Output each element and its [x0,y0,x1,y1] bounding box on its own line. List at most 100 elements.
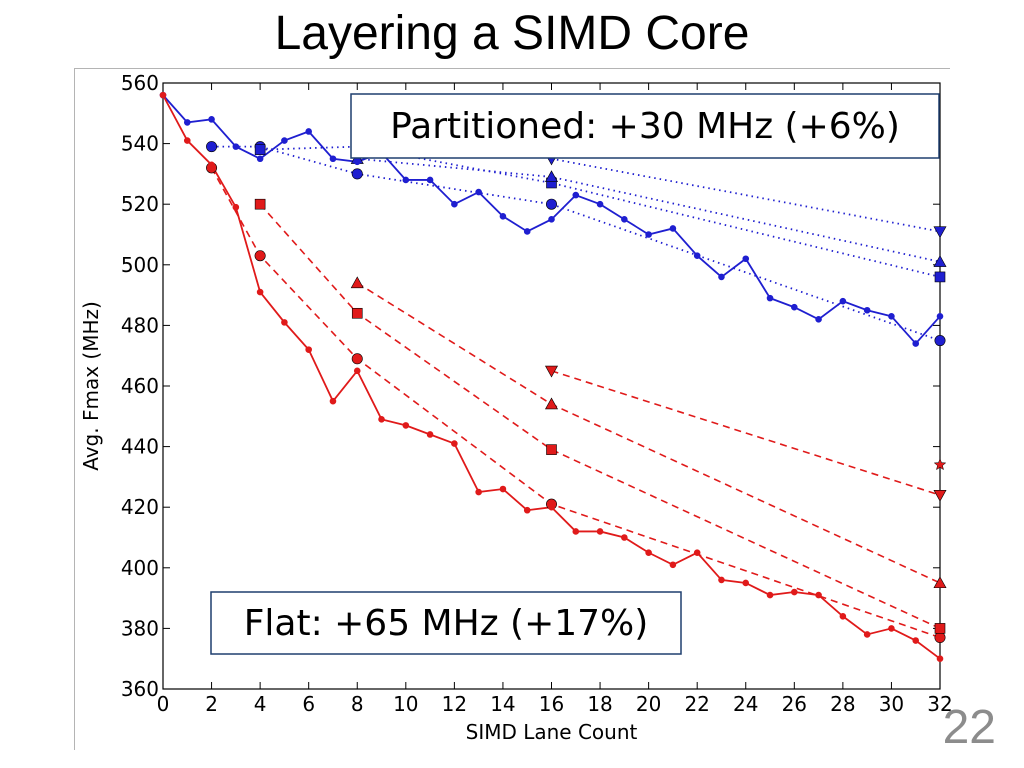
data-point [499,213,507,220]
page-number: 22 [942,701,996,754]
data-point [815,316,822,323]
data-point [256,288,264,296]
annotation-label: Partitioned: +30 MHz (+6%) [390,106,900,147]
data-point [351,353,363,365]
x-axis-label: SIMD Lane Count [466,720,638,744]
data-point [863,306,871,314]
data-point [329,155,337,163]
data-point [281,319,288,326]
data-point [815,591,822,599]
data-point [544,365,559,378]
x-tick-label: 26 [782,692,807,716]
data-point [353,367,361,375]
data-point [254,144,266,155]
data-point [933,489,947,502]
data-point [936,655,944,663]
data-point [791,303,798,311]
data-point [548,503,555,511]
data-point [888,313,895,320]
data-point [378,416,385,423]
data-point [451,200,458,208]
series-line-partitioned-dotted [260,145,941,278]
data-point [933,255,947,267]
series-line-flat-dashed [551,370,941,496]
data-point [451,440,458,447]
data-point [208,161,215,169]
series-line-flat-dashed [259,203,941,630]
data-point [402,176,410,184]
y-tick-label: 540 [121,132,159,156]
data-point [183,119,191,126]
slide-title: Layering a SIMD Core [274,7,750,60]
y-tick-label: 360 [121,677,159,701]
data-point [933,576,947,589]
series-line-partitioned-dotted [211,145,941,342]
data-point [256,155,264,163]
series-line-flat-dashed [210,167,941,639]
y-tick-label: 480 [121,313,159,337]
data-point [329,397,337,405]
y-axis-label: Avg. Fmax (MHz) [79,301,103,471]
data-point [933,458,947,471]
data-point [426,176,434,184]
data-point [523,228,531,235]
data-point [281,137,288,144]
data-point [645,231,652,238]
series-line-flat-dashed [356,282,941,584]
data-point [350,276,364,289]
x-tick-label: 22 [684,692,709,716]
y-tick-label: 500 [121,253,159,277]
data-point [645,549,652,556]
y-tick-label: 400 [121,556,159,580]
data-point [183,137,191,144]
data-point [544,397,559,410]
data-point [305,346,312,353]
data-point [718,273,725,281]
x-tick-label: 6 [302,692,315,716]
data-point [232,143,240,150]
y-tick-label: 380 [121,616,159,640]
data-point [912,340,920,347]
x-tick-label: 30 [879,692,904,716]
x-tick-label: 2 [205,692,218,716]
data-point [934,335,946,347]
x-tick-label: 32 [927,692,952,716]
annotation-label: Flat: +65 MHz (+17%) [244,603,649,644]
data-point [791,588,798,596]
data-point [934,623,946,634]
y-tick-label: 460 [121,374,159,398]
x-tick-label: 18 [587,692,612,716]
x-tick-label: 4 [254,692,267,716]
y-tick-label: 560 [121,71,159,95]
chart-annotations: Partitioned: +30 MHz (+6%) Flat: +65 MHz … [210,93,940,655]
data-point [766,591,774,599]
data-point [839,297,847,305]
data-point [669,225,677,232]
x-tick-label: 28 [830,692,855,716]
data-point [254,198,266,210]
annotation-box [350,93,940,159]
data-point [254,250,266,262]
data-point [499,485,507,493]
data-point [621,534,628,541]
x-tick-label: 10 [393,692,418,716]
frame-border-left [74,68,75,750]
x-tick-label: 0 [157,692,170,716]
data-point [572,528,580,535]
x-tick-label: 24 [733,692,758,716]
data-point [544,170,559,183]
data-point [596,528,604,535]
data-point [718,576,725,584]
data-point [693,549,701,556]
x-tick-label: 12 [442,692,467,716]
data-point [402,422,410,429]
y-tick-label: 520 [121,192,159,216]
data-point [572,191,580,199]
data-point [351,307,363,319]
x-tick-label: 8 [351,692,364,716]
data-point [546,444,557,455]
data-point [548,216,555,223]
data-point [621,216,628,223]
annotation-box [210,591,682,655]
